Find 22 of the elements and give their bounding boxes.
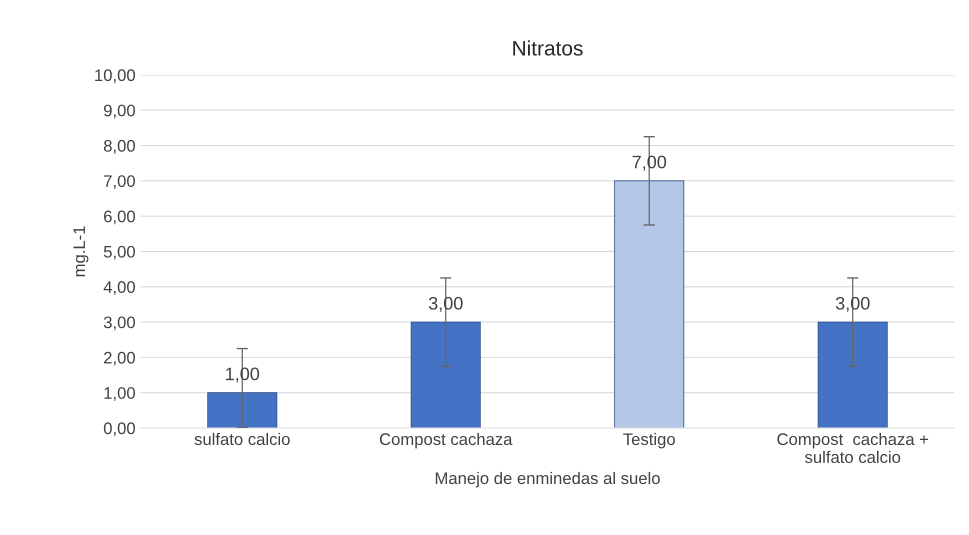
y-tick-label: 1,00 <box>104 387 135 401</box>
y-tick-label: 7,00 <box>104 175 135 189</box>
bar <box>818 322 888 428</box>
y-tick-label: 0,00 <box>104 422 135 436</box>
y-tick-label: 3,00 <box>104 316 135 330</box>
y-tick-label: 9,00 <box>104 104 135 118</box>
x-axis-title: Manejo de enminedas al suelo <box>436 472 660 488</box>
chart-title: Nitratos <box>513 40 583 56</box>
bar <box>410 322 481 428</box>
y-tick-label: 2,00 <box>104 352 135 366</box>
x-tick-label: Compost cachaza <box>380 432 512 448</box>
y-axis-title: mg.L-1 <box>73 226 88 276</box>
x-tick-label: Compost cachaza + sulfato calcio <box>777 432 928 464</box>
y-tick-label: 6,00 <box>104 210 135 224</box>
bar <box>614 180 684 428</box>
y-tick-label: 10,00 <box>95 69 135 84</box>
x-tick-label: Testigo <box>623 432 675 448</box>
x-tick-label: sulfato calcio <box>194 432 290 446</box>
y-tick-label: 4,00 <box>104 281 135 295</box>
y-tick-label: 8,00 <box>104 140 135 154</box>
bar <box>207 392 278 428</box>
y-tick-label: 5,00 <box>104 246 135 260</box>
